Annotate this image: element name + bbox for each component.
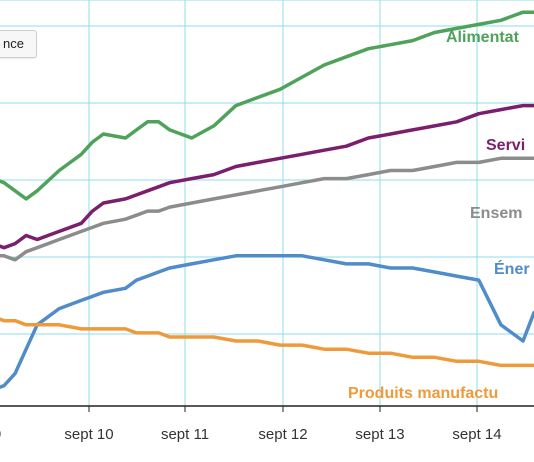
series-labels: Alimentat Servi Ensem Éner Produits manufact… (348, 29, 530, 402)
series-line-4 (0, 317, 534, 368)
series-line-3 (0, 254, 534, 390)
series-label-0: Alimentat (446, 29, 520, 46)
legend-reference-button[interactable]: nce (0, 30, 37, 58)
series-label-4: Produits manufactu (348, 385, 498, 402)
x-tick-label-0: 09 (0, 426, 1, 443)
series-label-2: Ensem (470, 205, 522, 222)
series-label-3: Éner (494, 259, 530, 278)
series-label-1: Servi (486, 137, 525, 154)
x-axis: 09 sept 10 sept 11 sept 12 sept 13 sept 14 (0, 405, 534, 443)
x-tick-label-5: sept 14 (452, 426, 501, 443)
x-tick-label-1: sept 10 (64, 426, 113, 443)
x-tick-label-2: sept 11 (161, 426, 209, 443)
x-tick-label-4: sept 13 (355, 426, 404, 443)
series-line-0 (0, 10, 534, 201)
x-tick-label-3: sept 12 (258, 426, 307, 443)
series-lines (0, 10, 534, 390)
grid (0, 0, 534, 407)
series-line-1 (0, 103, 534, 250)
series-line-2 (0, 156, 534, 262)
